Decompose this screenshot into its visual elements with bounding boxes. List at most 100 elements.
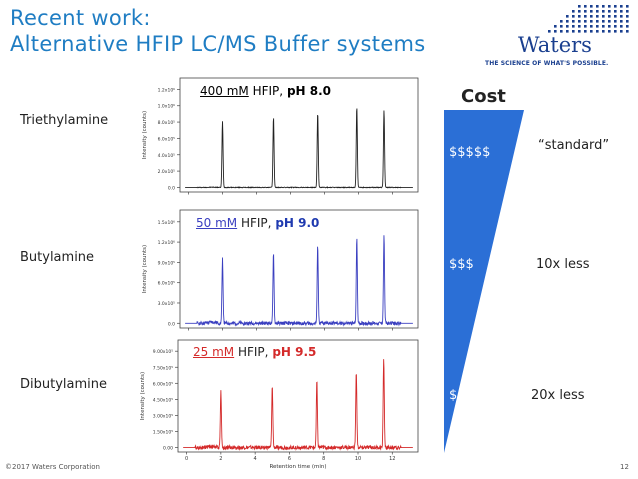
logo-dot xyxy=(602,25,605,28)
condition-label-2: 50 mM HFIP, pH 9.0 xyxy=(196,216,319,230)
condition-label-3: 25 mM HFIP, pH 9.5 xyxy=(193,345,316,359)
cost-note-20x: 20x less xyxy=(531,388,585,403)
logo-dot xyxy=(602,30,605,33)
chromatogram-frame-1 xyxy=(179,77,419,193)
y-tick-label-3: 3.00x10⁵ xyxy=(153,413,173,419)
logo-dot xyxy=(584,10,587,13)
cost-title: Cost xyxy=(461,86,506,107)
logo-tagline: THE SCIENCE OF WHAT'S POSSIBLE. xyxy=(485,60,609,67)
logo-dot xyxy=(566,30,569,33)
logo-dot xyxy=(626,20,629,23)
compound-label-butylamine: Butylamine xyxy=(20,250,95,265)
y-axis-label-1: Intensity (counts) xyxy=(142,111,148,159)
condition-conc-1: 400 mM xyxy=(200,84,249,98)
logo-dot xyxy=(614,20,617,23)
logo-dot xyxy=(608,10,611,13)
cost-wedge-shape xyxy=(444,110,524,453)
logo-dot xyxy=(626,5,629,8)
logo-dot xyxy=(614,30,617,33)
condition-conc-3: 25 mM xyxy=(193,345,235,359)
logo-dot xyxy=(566,15,569,18)
chromatogram-trace-1 xyxy=(185,108,413,189)
logo-dot xyxy=(590,20,593,23)
y-tick-label-3: 0.00 xyxy=(163,446,173,452)
y-tick-label-2: 1.2x10⁶ xyxy=(158,240,176,246)
logo-dot xyxy=(572,25,575,28)
logo-dot xyxy=(578,30,581,33)
logo-dot xyxy=(566,25,569,28)
logo-dot xyxy=(596,5,599,8)
logo-dot xyxy=(578,25,581,28)
logo-dot xyxy=(614,25,617,28)
y-tick-label-2: 9.0x10⁵ xyxy=(158,260,176,266)
y-tick-label-3: 6.00x10⁵ xyxy=(153,381,173,387)
logo-dot xyxy=(620,15,623,18)
chromatogram-trace-2 xyxy=(185,235,413,327)
x-axis-label: Retention time (min) xyxy=(269,464,326,470)
x-tick-label: 4 xyxy=(254,456,257,462)
logo-dot xyxy=(590,15,593,18)
logo-dot xyxy=(554,30,557,33)
slide-title-line1: Recent work: xyxy=(10,6,151,30)
logo-dot xyxy=(608,30,611,33)
cost-note-10x: 10x less xyxy=(536,257,590,272)
cost-level-high: $$$$$ xyxy=(449,145,491,160)
y-axis-label-2: Intensity (counts) xyxy=(142,245,148,293)
condition-ph-2: pH 9.0 xyxy=(275,216,320,230)
logo-dot xyxy=(584,25,587,28)
logo-dot xyxy=(620,30,623,33)
chromatogram-trace-3 xyxy=(183,359,413,451)
logo-dot xyxy=(602,10,605,13)
logo-dot xyxy=(620,10,623,13)
logo-dot xyxy=(590,25,593,28)
logo-dot xyxy=(572,30,575,33)
condition-label-1: 400 mM HFIP, pH 8.0 xyxy=(200,84,331,98)
logo-dot xyxy=(578,10,581,13)
logo-dot xyxy=(626,15,629,18)
logo-dot xyxy=(614,10,617,13)
logo-dot xyxy=(560,30,563,33)
condition-conc-2: 50 mM xyxy=(196,216,238,230)
logo-dot xyxy=(614,5,617,8)
y-tick-label-1: 8.0x10⁵ xyxy=(158,120,176,126)
x-tick-label: 0 xyxy=(185,456,188,462)
compound-label-dibutylamine: Dibutylamine xyxy=(20,377,107,392)
cost-level-low: $ xyxy=(449,388,458,403)
x-tick-label: 6 xyxy=(288,456,291,462)
page-number: 12 xyxy=(620,463,629,471)
condition-ph-1: pH 8.0 xyxy=(286,84,332,98)
logo-dot xyxy=(578,20,581,23)
x-tick-label: 12 xyxy=(389,456,395,462)
x-tick-label: 10 xyxy=(355,456,361,462)
logo-dot xyxy=(578,15,581,18)
logo-dot xyxy=(626,30,629,33)
y-tick-label-3: 7.50x10⁵ xyxy=(153,365,173,371)
logo-dot xyxy=(596,20,599,23)
condition-reagent-3: HFIP, xyxy=(237,345,269,359)
logo-dot xyxy=(584,15,587,18)
logo-dot xyxy=(584,20,587,23)
condition-reagent-2: HFIP, xyxy=(240,216,272,230)
logo-dot xyxy=(554,25,557,28)
logo-wordmark: Waters xyxy=(518,33,592,57)
logo-dot xyxy=(608,20,611,23)
y-tick-label-1: 0.0 xyxy=(168,185,175,191)
y-tick-label-1: 2.0x10⁵ xyxy=(158,169,176,175)
logo-dot xyxy=(590,30,593,33)
logo-dot xyxy=(572,15,575,18)
logo-dot xyxy=(548,30,551,33)
y-tick-label-3: 1.50x10⁵ xyxy=(153,429,173,435)
logo-dot xyxy=(572,20,575,23)
logo-dot xyxy=(596,30,599,33)
y-tick-label-1: 1.0x10⁶ xyxy=(158,104,176,110)
x-tick-label: 2 xyxy=(219,456,222,462)
logo-dot xyxy=(590,10,593,13)
footer-copyright: ©2017 Waters Corporation xyxy=(5,463,100,471)
logo-dot xyxy=(620,5,623,8)
cost-wedge xyxy=(444,110,524,453)
logo-dot xyxy=(608,25,611,28)
y-tick-label-2: 6.0x10⁵ xyxy=(158,281,176,287)
compound-label-triethylamine: Triethylamine xyxy=(20,113,109,128)
logo-dot xyxy=(578,5,581,8)
logo-dot-grid-icon xyxy=(548,5,629,33)
